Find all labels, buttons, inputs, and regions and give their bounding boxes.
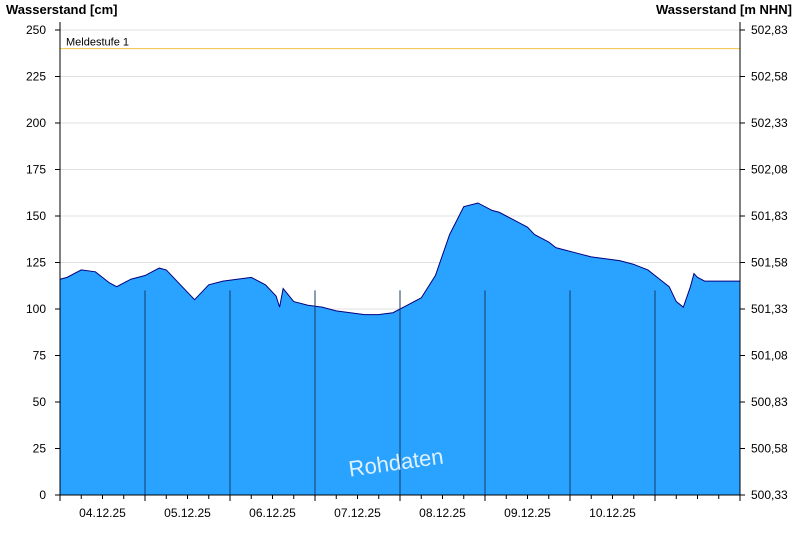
- right-tick-label: 500,58: [751, 442, 788, 456]
- right-tick-label: 502,33: [751, 116, 788, 130]
- x-tick-label: 10.12.25: [589, 506, 636, 520]
- threshold-group: Meldestufe 1: [60, 37, 740, 50]
- right-tick-label: 501,08: [751, 349, 788, 363]
- right-tick-label: 500,83: [751, 395, 788, 409]
- x-tick-label: 06.12.25: [249, 506, 296, 520]
- left-tick-label: 250: [26, 23, 46, 37]
- series-line: [59, 202, 740, 316]
- right-tick-label: 500,33: [751, 488, 788, 502]
- left-axis-title: Wasserstand [cm]: [6, 2, 118, 17]
- right-axis-ticks: 500,33 500,58 500,83 501,08 501,33 501,58 501,…: [740, 23, 788, 502]
- left-tick-label: 100: [26, 302, 46, 316]
- x-tick-label: 07.12.25: [334, 506, 381, 520]
- x-tick-label: 04.12.25: [79, 506, 126, 520]
- left-axis-ticks: 0 25 50 75 100 125 150 175 200 225 250: [26, 23, 60, 502]
- x-tick-label: 08.12.25: [419, 506, 466, 520]
- day-separator-lines: [144, 290, 656, 495]
- left-tick-label: 225: [26, 70, 46, 84]
- left-tick-label: 75: [33, 349, 47, 363]
- right-tick-label: 502,58: [751, 70, 788, 84]
- left-tick-label: 50: [33, 395, 47, 409]
- left-tick-label: 200: [26, 116, 46, 130]
- right-tick-label: 502,08: [751, 163, 788, 177]
- right-tick-label: 501,58: [751, 256, 788, 270]
- left-tick-label: 150: [26, 209, 46, 223]
- x-tick-label: 05.12.25: [164, 506, 211, 520]
- right-tick-label: 501,83: [751, 209, 788, 223]
- x-axis-labels: 04.12.25 05.12.25 06.12.25 07.12.25 08.12.25…: [59, 495, 741, 520]
- right-axis-title: Wasserstand [m NHN]: [656, 2, 792, 17]
- left-tick-label: 25: [33, 442, 47, 456]
- left-tick-label: 125: [26, 256, 46, 270]
- x-tick-label: 09.12.25: [504, 506, 551, 520]
- left-tick-label: 0: [39, 488, 46, 502]
- right-tick-label: 501,33: [751, 302, 788, 316]
- threshold-label: Meldestufe 1: [66, 37, 129, 49]
- right-tick-label: 502,83: [751, 23, 788, 37]
- left-tick-label: 175: [26, 163, 46, 177]
